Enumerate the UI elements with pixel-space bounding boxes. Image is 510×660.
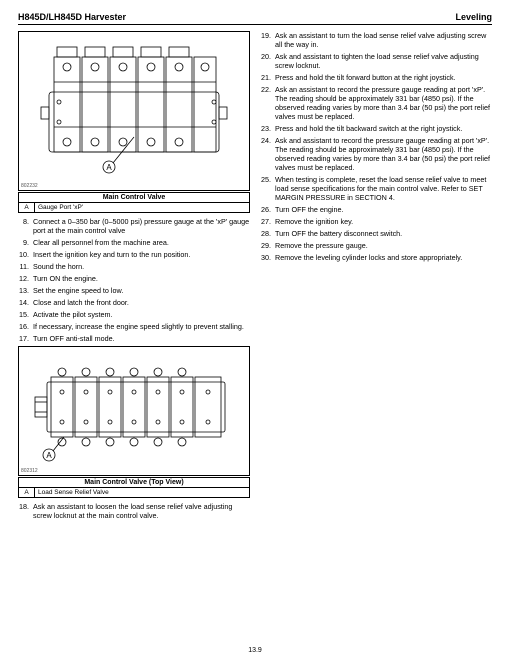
figure-ref: 802232 — [19, 182, 249, 190]
valve-diagram-icon: A — [19, 32, 249, 182]
step-number: 11. — [18, 262, 33, 271]
legend-key: A — [19, 203, 35, 213]
step-item: 17.Turn OFF anti-stall mode. — [18, 334, 250, 343]
step-item: 15.Activate the pilot system. — [18, 310, 250, 319]
callout-a-icon: A — [106, 163, 112, 172]
step-number: 25. — [260, 175, 275, 202]
legend-key: A — [19, 488, 35, 498]
step-item: 16.If necessary, increase the engine spe… — [18, 322, 250, 331]
step-item: 14.Close and latch the front door. — [18, 298, 250, 307]
step-item: 8.Connect a 0–350 bar (0–5000 psi) press… — [18, 217, 250, 235]
right-steps-list: 19.Ask an assistant to turn the load sen… — [260, 31, 492, 262]
step-text: Press and hold the tilt forward button a… — [275, 73, 492, 82]
figure1-title: Main Control Valve — [19, 193, 250, 203]
step-text: If necessary, increase the engine speed … — [33, 322, 250, 331]
step-number: 9. — [18, 238, 33, 247]
step-text: Connect a 0–350 bar (0–5000 psi) pressur… — [33, 217, 250, 235]
step-number: 26. — [260, 205, 275, 214]
step-number: 29. — [260, 241, 275, 250]
step-item: 30.Remove the leveling cylinder locks an… — [260, 253, 492, 262]
callout-a-icon: A — [46, 451, 52, 460]
step-number: 19. — [260, 31, 275, 49]
step-text: Activate the pilot system. — [33, 310, 250, 319]
step-text: Remove the pressure gauge. — [275, 241, 492, 250]
step-text: Remove the leveling cylinder locks and s… — [275, 253, 492, 262]
step-text: Turn ON the engine. — [33, 274, 250, 283]
content-columns: A 802232 Main Control Valve A Gauge Port… — [18, 31, 492, 523]
step-text: Ask and assistant to tighten the load se… — [275, 52, 492, 70]
step-number: 8. — [18, 217, 33, 235]
figure1-legend: Main Control Valve A Gauge Port 'xP' — [18, 192, 250, 213]
header-section: Leveling — [455, 12, 492, 22]
figure-main-control-valve: A 802232 — [18, 31, 250, 191]
legend-label: Load Sense Relief Valve — [35, 488, 250, 498]
step-text: Ask and assistant to record the pressure… — [275, 136, 492, 172]
step-number: 17. — [18, 334, 33, 343]
step-number: 28. — [260, 229, 275, 238]
step-item: 12.Turn ON the engine. — [18, 274, 250, 283]
header-model: H845D/LH845D Harvester — [18, 12, 126, 22]
figure2-ref: 802312 — [19, 467, 249, 475]
step-number: 22. — [260, 85, 275, 121]
step-text: Ask an assistant to turn the load sense … — [275, 31, 492, 49]
step-item: 20.Ask and assistant to tighten the load… — [260, 52, 492, 70]
step-number: 23. — [260, 124, 275, 133]
step-item: 21.Press and hold the tilt forward butto… — [260, 73, 492, 82]
step-item: 24.Ask and assistant to record the press… — [260, 136, 492, 172]
legend-label: Gauge Port 'xP' — [35, 203, 250, 213]
step-number: 15. — [18, 310, 33, 319]
step-text: Clear all personnel from the machine are… — [33, 238, 250, 247]
step-text: Remove the ignition key. — [275, 217, 492, 226]
step-text: Turn OFF the engine. — [275, 205, 492, 214]
step-item: 26.Turn OFF the engine. — [260, 205, 492, 214]
step-number: 10. — [18, 250, 33, 259]
step-text: Ask an assistant to record the pressure … — [275, 85, 492, 121]
step-number: 13. — [18, 286, 33, 295]
step-text: Press and hold the tilt backward switch … — [275, 124, 492, 133]
step-item: 25.When testing is complete, reset the l… — [260, 175, 492, 202]
step-item: 29.Remove the pressure gauge. — [260, 241, 492, 250]
step-text: Ask an assistant to loosen the load sens… — [33, 502, 250, 520]
step-text: Set the engine speed to low. — [33, 286, 250, 295]
step-item: 18.Ask an assistant to loosen the load s… — [18, 502, 250, 520]
figure2-title: Main Control Valve (Top View) — [19, 478, 250, 488]
page-number: 13.9 — [0, 647, 510, 654]
step-item: 10.Insert the ignition key and turn to t… — [18, 250, 250, 259]
step-number: 14. — [18, 298, 33, 307]
step-text: Insert the ignition key and turn to the … — [33, 250, 250, 259]
step-item: 27.Remove the ignition key. — [260, 217, 492, 226]
step-number: 27. — [260, 217, 275, 226]
step-item: 9.Clear all personnel from the machine a… — [18, 238, 250, 247]
step-item: 19.Ask an assistant to turn the load sen… — [260, 31, 492, 49]
figure-main-control-valve-top: A 802312 — [18, 346, 250, 476]
step-number: 20. — [260, 52, 275, 70]
step-item: 13.Set the engine speed to low. — [18, 286, 250, 295]
step-text: When testing is complete, reset the load… — [275, 175, 492, 202]
step-number: 24. — [260, 136, 275, 172]
step-item: 23.Press and hold the tilt backward swit… — [260, 124, 492, 133]
step-number: 21. — [260, 73, 275, 82]
left-steps-list: 8.Connect a 0–350 bar (0–5000 psi) press… — [18, 217, 250, 343]
step-text: Turn OFF the battery disconnect switch. — [275, 229, 492, 238]
step-item: 11.Sound the horn. — [18, 262, 250, 271]
step-number: 30. — [260, 253, 275, 262]
step-text: Turn OFF anti-stall mode. — [33, 334, 250, 343]
step-number: 18. — [18, 502, 33, 520]
page-header: H845D/LH845D Harvester Leveling — [18, 12, 492, 25]
left-column: A 802232 Main Control Valve A Gauge Port… — [18, 31, 250, 523]
right-column: 19.Ask an assistant to turn the load sen… — [260, 31, 492, 523]
step-text: Close and latch the front door. — [33, 298, 250, 307]
left-steps-after-list: 18.Ask an assistant to loosen the load s… — [18, 502, 250, 520]
valve-top-diagram-icon: A — [19, 347, 249, 467]
step-number: 12. — [18, 274, 33, 283]
step-text: Sound the horn. — [33, 262, 250, 271]
step-number: 16. — [18, 322, 33, 331]
figure2-legend: Main Control Valve (Top View) A Load Sen… — [18, 477, 250, 498]
step-item: 28.Turn OFF the battery disconnect switc… — [260, 229, 492, 238]
step-item: 22.Ask an assistant to record the pressu… — [260, 85, 492, 121]
